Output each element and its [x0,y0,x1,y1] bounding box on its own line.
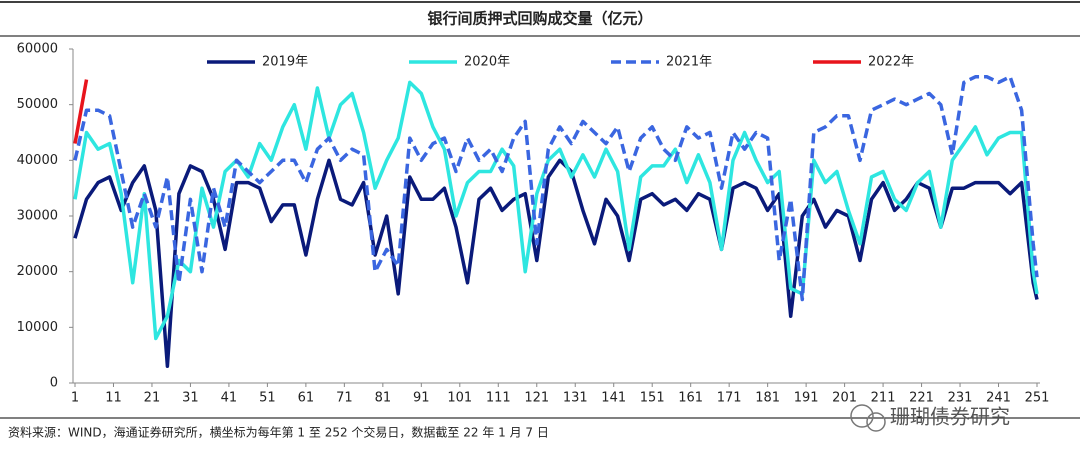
chart-title: 银行间质押式回购成交量（亿元） [427,10,652,28]
x-tick-label: 161 [678,391,703,406]
x-tick-label: 61 [298,391,315,406]
watermark: 珊瑚债券研究 [890,405,1010,429]
x-tick-label: 1 [71,391,79,406]
x-tick-label: 111 [486,391,511,406]
x-tick-label: 131 [563,391,588,406]
watermark-icon [850,404,886,432]
x-tick-label: 191 [794,391,819,406]
x-tick-label: 91 [413,391,430,406]
y-tick-label: 30000 [17,209,58,224]
y-tick-label: 0 [50,376,58,391]
legend-label: 2021年 [666,55,712,70]
x-tick-label: 201 [832,391,857,406]
x-tick-label: 31 [182,391,199,406]
series-line [73,79,89,144]
legend-label: 2019年 [262,55,308,70]
x-tick-label: 231 [948,391,973,406]
x-tick-label: 81 [375,391,392,406]
x-tick-label: 21 [144,391,161,406]
x-tick-label: 151 [640,391,665,406]
x-tick-label: 51 [259,391,276,406]
y-tick-label: 50000 [17,97,58,112]
source-note: 资料来源：WIND，海通证券研究所，横坐标为每年第 1 至 252 个交易日，数… [8,425,549,440]
x-tick-label: 41 [221,391,238,406]
x-tick-label: 251 [1025,391,1050,406]
legend-label: 2022年 [868,55,914,70]
y-tick-label: 60000 [17,42,58,57]
x-tick-label: 211 [871,391,896,406]
legend-label: 2020年 [464,55,510,70]
series-line [73,75,1039,302]
x-tick-label: 101 [447,391,472,406]
x-tick-label: 181 [755,391,780,406]
x-tick-label: 121 [524,391,549,406]
y-tick-label: 10000 [17,320,58,335]
x-tick-label: 11 [105,391,122,406]
x-tick-label: 171 [717,391,742,406]
x-tick-label: 241 [986,391,1011,406]
series-line [73,158,1039,369]
x-tick-label: 221 [909,391,934,406]
y-tick-label: 40000 [17,153,58,168]
x-tick-label: 141 [601,391,626,406]
y-tick-label: 20000 [17,264,58,279]
x-tick-label: 71 [336,391,353,406]
